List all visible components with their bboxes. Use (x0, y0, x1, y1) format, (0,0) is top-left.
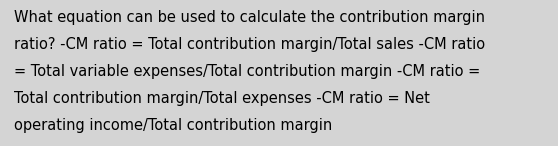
Text: What equation can be used to calculate the contribution margin: What equation can be used to calculate t… (14, 10, 485, 25)
Text: ratio? -CM ratio = Total contribution margin/Total sales -CM ratio: ratio? -CM ratio = Total contribution ma… (14, 37, 485, 52)
Text: Total contribution margin/Total expenses -CM ratio = Net: Total contribution margin/Total expenses… (14, 91, 430, 106)
Text: = Total variable expenses/Total contribution margin -CM ratio =: = Total variable expenses/Total contribu… (14, 64, 480, 79)
Text: operating income/Total contribution margin: operating income/Total contribution marg… (14, 118, 332, 133)
